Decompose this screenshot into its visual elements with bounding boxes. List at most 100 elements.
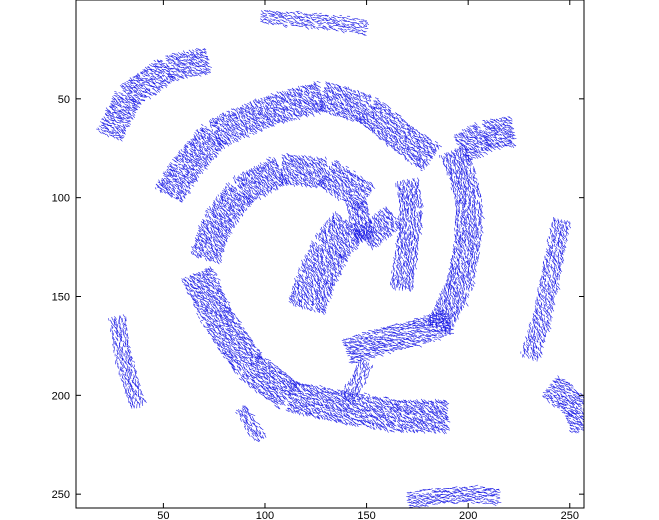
vector-arrow [228,110,231,113]
vector-arrow [153,92,157,96]
vector-arrow [173,186,177,190]
vector-arrow [238,110,241,115]
vector-arrow [175,69,179,72]
vector-arrow [173,62,176,65]
vector-arrow [170,68,175,70]
vector-arrow [136,73,139,77]
vector-arrow [243,130,247,134]
vector-arrow [365,22,370,25]
vector-arrow [104,129,107,132]
vector-arrow [174,179,178,183]
vector-arrow [240,123,243,127]
vector-arrow [238,116,241,119]
vector-arrow [188,166,191,171]
vector-arrow [205,68,210,72]
vector-arrow [119,115,123,119]
vector-arrow [127,116,131,119]
vector-arrow [179,199,183,203]
vector-arrow [209,130,214,133]
vector-arrow [127,111,132,115]
vector-arrow [115,137,119,139]
vector-arrow [119,117,123,120]
vector-arrow [241,110,244,113]
vector-arrow [253,128,257,133]
vector-arrow [174,164,178,166]
vector-arrow [188,181,190,185]
vector-arrow [174,175,177,178]
vector-arrow [104,112,108,116]
vector-arrow [205,140,209,142]
vector-arrow [339,15,342,17]
vector-arrow [201,54,205,57]
vector-arrow [147,73,150,77]
vector-arrow [337,27,342,31]
vector-arrow [233,121,237,126]
vector-arrow [104,119,108,123]
vector-arrow [193,148,197,152]
vector-arrow [220,116,223,119]
vector-arrow [360,29,364,31]
vector-arrow [190,150,195,153]
vector-arrow [191,56,195,59]
vector-arrow [135,94,139,98]
vector-arrow [218,126,220,129]
vector-arrow [164,82,168,87]
vector-arrow [127,111,130,115]
vector-arrow [182,190,184,195]
vector-arrow [152,82,155,85]
vector-arrow [237,135,240,138]
vector-arrow [175,74,179,76]
vector-arrow [341,17,345,20]
vector-arrow [121,129,124,132]
vector-arrow [175,197,178,200]
vector-arrow [175,164,179,169]
vector-arrow [136,79,140,82]
vector-arrow [230,137,233,139]
vector-arrow [197,54,202,56]
vector-arrow [172,167,175,172]
vector-arrow [300,15,304,19]
vector-arrow [199,54,202,58]
vector-arrow [193,134,196,137]
vector-arrow [132,85,137,88]
vector-arrow [132,114,135,118]
vector-arrow [114,132,118,134]
vector-arrow [121,85,126,88]
vector-arrow [331,19,336,22]
vector-arrow [130,90,133,93]
vector-arrow [198,149,202,153]
vector-arrow [167,68,171,72]
vector-arrow [171,78,175,82]
vector-arrow [303,13,308,16]
vector-arrow [174,161,178,163]
vector-arrow [190,60,194,63]
vector-arrow [179,163,182,166]
vector-arrow [251,128,254,131]
vector-arrow [352,18,356,22]
vector-arrow [161,184,164,188]
vector-arrow [169,78,173,81]
vector-arrow [175,174,178,178]
vector-arrow [127,82,130,86]
vector-arrow [170,180,174,184]
vector-arrow [230,114,234,117]
vector-arrow [118,130,122,134]
vector-arrow [169,165,173,169]
vector-arrow [232,131,235,134]
vector-arrow [174,172,177,176]
vector-arrow [195,170,199,174]
vector-arrow [162,189,166,192]
vector-arrow [134,100,138,102]
vector-arrow [132,78,136,82]
vector-arrow [182,153,186,156]
vector-arrow [184,161,189,164]
vector-arrow [124,90,127,93]
vector-arrow [160,63,165,66]
vector-arrow [122,117,125,120]
vector-arrow [219,134,222,137]
vector-arrow [198,144,202,149]
vector-arrow [203,62,208,66]
vector-arrow [189,64,193,66]
vector-arrow [239,135,242,139]
vector-arrow [175,157,179,162]
